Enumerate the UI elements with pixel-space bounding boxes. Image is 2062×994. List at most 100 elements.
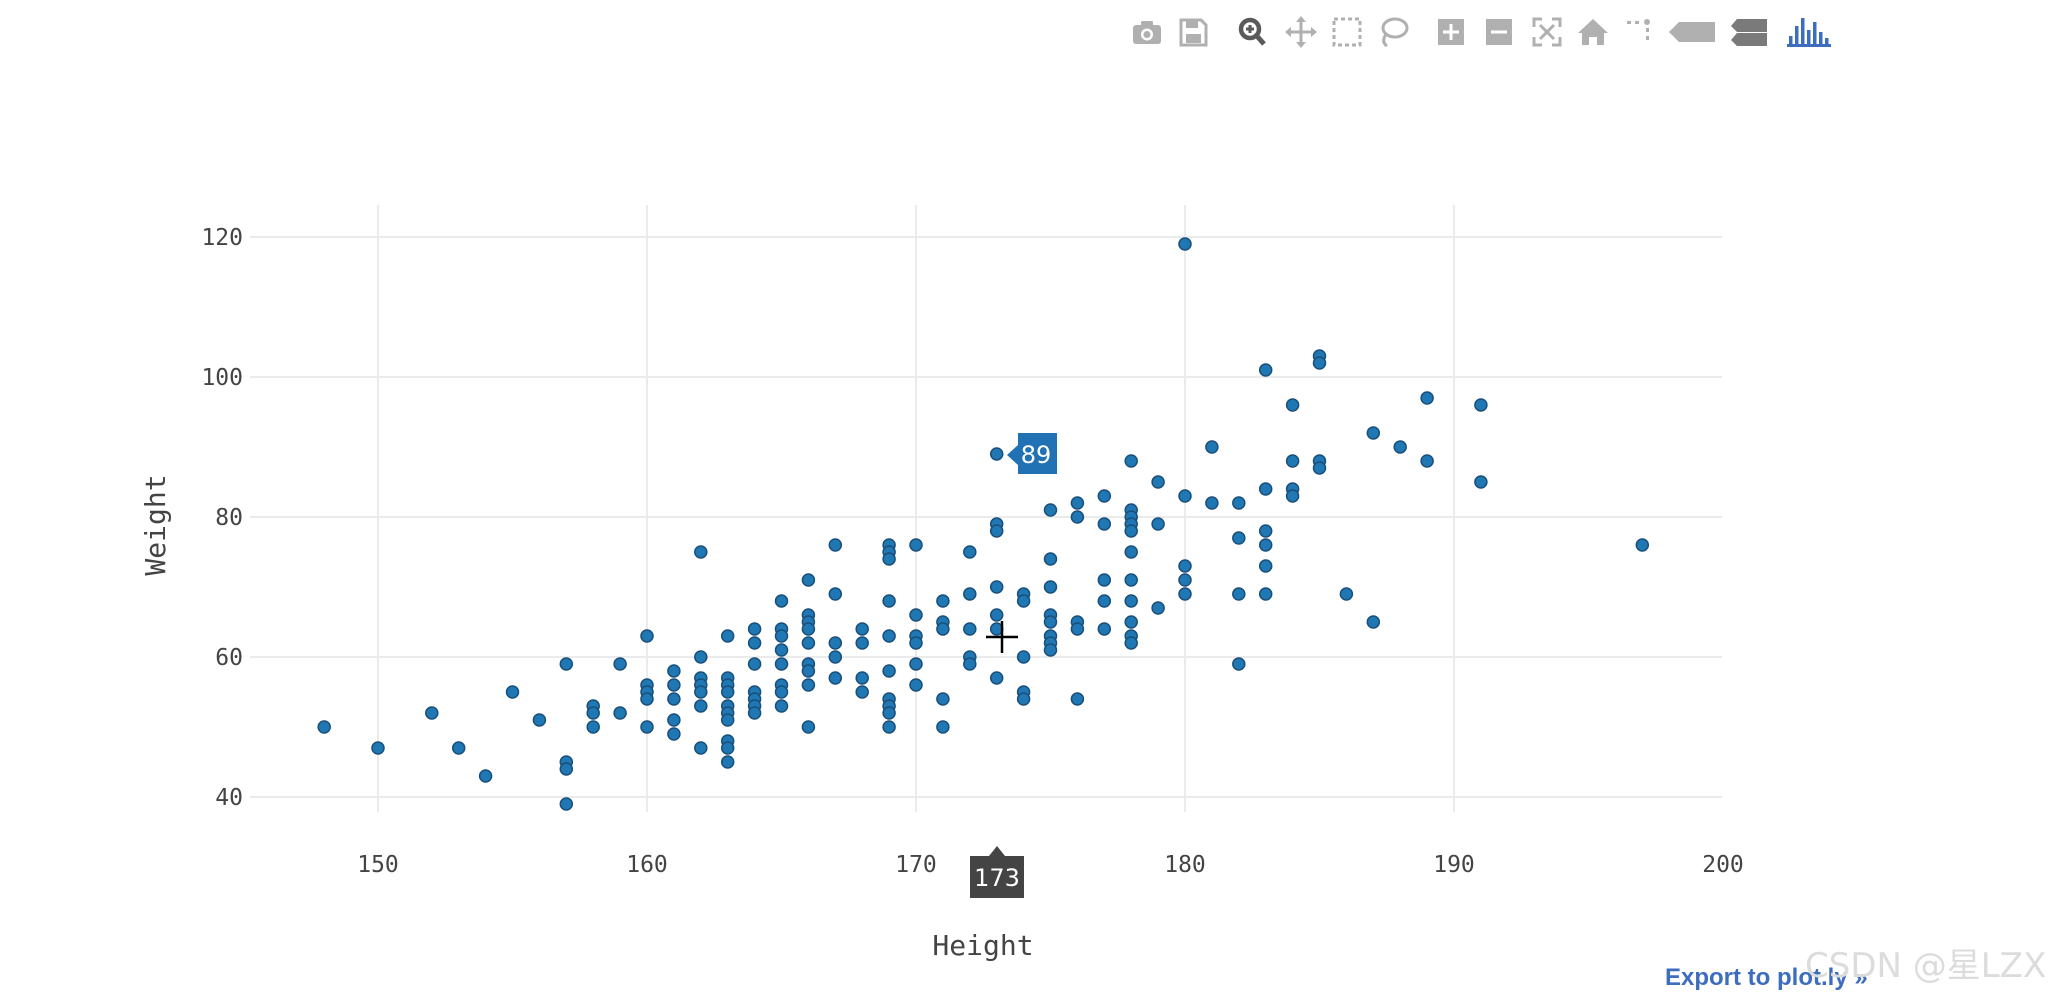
scatter-point[interactable] <box>774 594 789 608</box>
scatter-point[interactable] <box>1285 489 1300 503</box>
scatter-point[interactable] <box>613 706 627 720</box>
scatter-point[interactable] <box>586 720 600 734</box>
scatter-point[interactable] <box>1474 398 1488 412</box>
scatter-point[interactable] <box>1312 461 1327 475</box>
zoom-icon[interactable] <box>1231 12 1275 52</box>
scatter-point[interactable] <box>1178 237 1192 251</box>
scatter-point[interactable] <box>451 741 466 755</box>
scatter-point[interactable] <box>667 713 681 727</box>
scatter-point[interactable] <box>774 657 789 671</box>
scatter-point[interactable] <box>317 720 331 734</box>
scatter-point[interactable] <box>1232 587 1246 601</box>
scatter-point[interactable] <box>747 622 762 636</box>
scatter-point[interactable] <box>1124 545 1138 559</box>
scatter-point[interactable] <box>1070 622 1085 636</box>
scatter-point[interactable] <box>828 636 843 650</box>
scatter-point[interactable] <box>774 629 789 643</box>
scatter-point[interactable] <box>1016 692 1031 706</box>
scatter-point[interactable] <box>720 629 735 643</box>
scatter-point[interactable] <box>1097 594 1112 608</box>
scatter-point[interactable] <box>1070 496 1085 510</box>
scatter-point[interactable] <box>774 699 789 713</box>
scatter-point[interactable] <box>989 580 1004 594</box>
scatter-point[interactable] <box>478 769 493 783</box>
scatter-point[interactable] <box>1043 503 1058 517</box>
scatter-point[interactable] <box>1124 573 1138 587</box>
scatter-point[interactable] <box>774 685 789 699</box>
scatter-point[interactable] <box>963 545 977 559</box>
scatter-point[interactable] <box>989 524 1004 538</box>
scatter-point[interactable] <box>1151 475 1165 489</box>
scatter-point[interactable] <box>1258 524 1273 538</box>
scatter-point[interactable] <box>747 706 762 720</box>
scatter-point[interactable] <box>1043 552 1058 566</box>
scatter-point[interactable] <box>559 657 574 671</box>
scatter-point[interactable] <box>882 594 896 608</box>
scatter-point[interactable] <box>1070 510 1085 524</box>
scatter-point[interactable] <box>1016 650 1031 664</box>
lasso-icon[interactable] <box>1371 12 1415 52</box>
scatter-point[interactable] <box>667 664 681 678</box>
scatter-point[interactable] <box>720 741 735 755</box>
scatter-point[interactable] <box>667 692 681 706</box>
save-icon[interactable] <box>1171 12 1215 52</box>
scatter-point[interactable] <box>1016 594 1031 608</box>
scatter-point[interactable] <box>1124 594 1138 608</box>
scatter-point[interactable] <box>801 664 816 678</box>
scatter-point[interactable] <box>801 678 816 692</box>
scatter-point[interactable] <box>989 671 1004 685</box>
scatter-point[interactable] <box>936 594 950 608</box>
scatter-point[interactable] <box>989 608 1004 622</box>
autoscale-icon[interactable] <box>1525 12 1569 52</box>
scatter-point[interactable] <box>1097 517 1112 531</box>
scatter-point[interactable] <box>801 720 816 734</box>
scatter-point[interactable] <box>1312 356 1327 370</box>
scatter-point[interactable] <box>855 671 869 685</box>
scatter-point[interactable] <box>1285 398 1300 412</box>
scatter-point[interactable] <box>909 657 923 671</box>
scatter-point[interactable] <box>1043 580 1058 594</box>
scatter-point[interactable] <box>1393 440 1407 454</box>
scatter-point[interactable] <box>1635 538 1650 552</box>
scatter-point[interactable] <box>1258 587 1273 601</box>
scatter-point[interactable] <box>909 678 923 692</box>
scatter-point[interactable] <box>694 699 708 713</box>
scatter-point[interactable] <box>1366 426 1381 440</box>
spike-lines-icon[interactable] <box>1619 12 1663 52</box>
scatter-point[interactable] <box>1043 615 1058 629</box>
scatter-point[interactable] <box>1420 391 1434 405</box>
scatter-point[interactable] <box>882 629 896 643</box>
scatter-point[interactable] <box>1205 496 1219 510</box>
scatter-point[interactable] <box>640 720 654 734</box>
scatter-point[interactable] <box>882 664 896 678</box>
scatter-point[interactable] <box>963 622 977 636</box>
scatter-point[interactable] <box>1178 573 1192 587</box>
zoom-out-icon[interactable] <box>1477 12 1521 52</box>
scatter-point[interactable] <box>1124 615 1138 629</box>
scatter-point[interactable] <box>801 636 816 650</box>
scatter-point[interactable] <box>667 727 681 741</box>
scatter-point[interactable] <box>1366 615 1381 629</box>
scatter-point[interactable] <box>667 678 681 692</box>
scatter-point[interactable] <box>720 685 735 699</box>
scatter-point[interactable] <box>747 636 762 650</box>
scatter-point[interactable] <box>909 608 923 622</box>
scatter-point[interactable] <box>694 685 708 699</box>
scatter-point[interactable] <box>882 720 896 734</box>
zoom-in-icon[interactable] <box>1429 12 1473 52</box>
home-icon[interactable] <box>1571 12 1615 52</box>
scatter-point[interactable] <box>1258 363 1273 377</box>
scatter-point[interactable] <box>559 762 574 776</box>
hover-compare-icon[interactable] <box>1727 12 1771 52</box>
scatter-point[interactable] <box>532 713 547 727</box>
hover-closest-icon[interactable] <box>1665 12 1719 52</box>
scatter-point[interactable] <box>425 706 439 720</box>
scatter-point[interactable] <box>936 692 950 706</box>
scatter-point[interactable] <box>936 622 950 636</box>
data-points[interactable] <box>317 237 1650 811</box>
scatter-point[interactable] <box>774 643 789 657</box>
scatter-point[interactable] <box>720 713 735 727</box>
scatter-point[interactable] <box>1097 489 1112 503</box>
scatter-point[interactable] <box>559 797 574 811</box>
scatter-point[interactable] <box>989 447 1004 461</box>
